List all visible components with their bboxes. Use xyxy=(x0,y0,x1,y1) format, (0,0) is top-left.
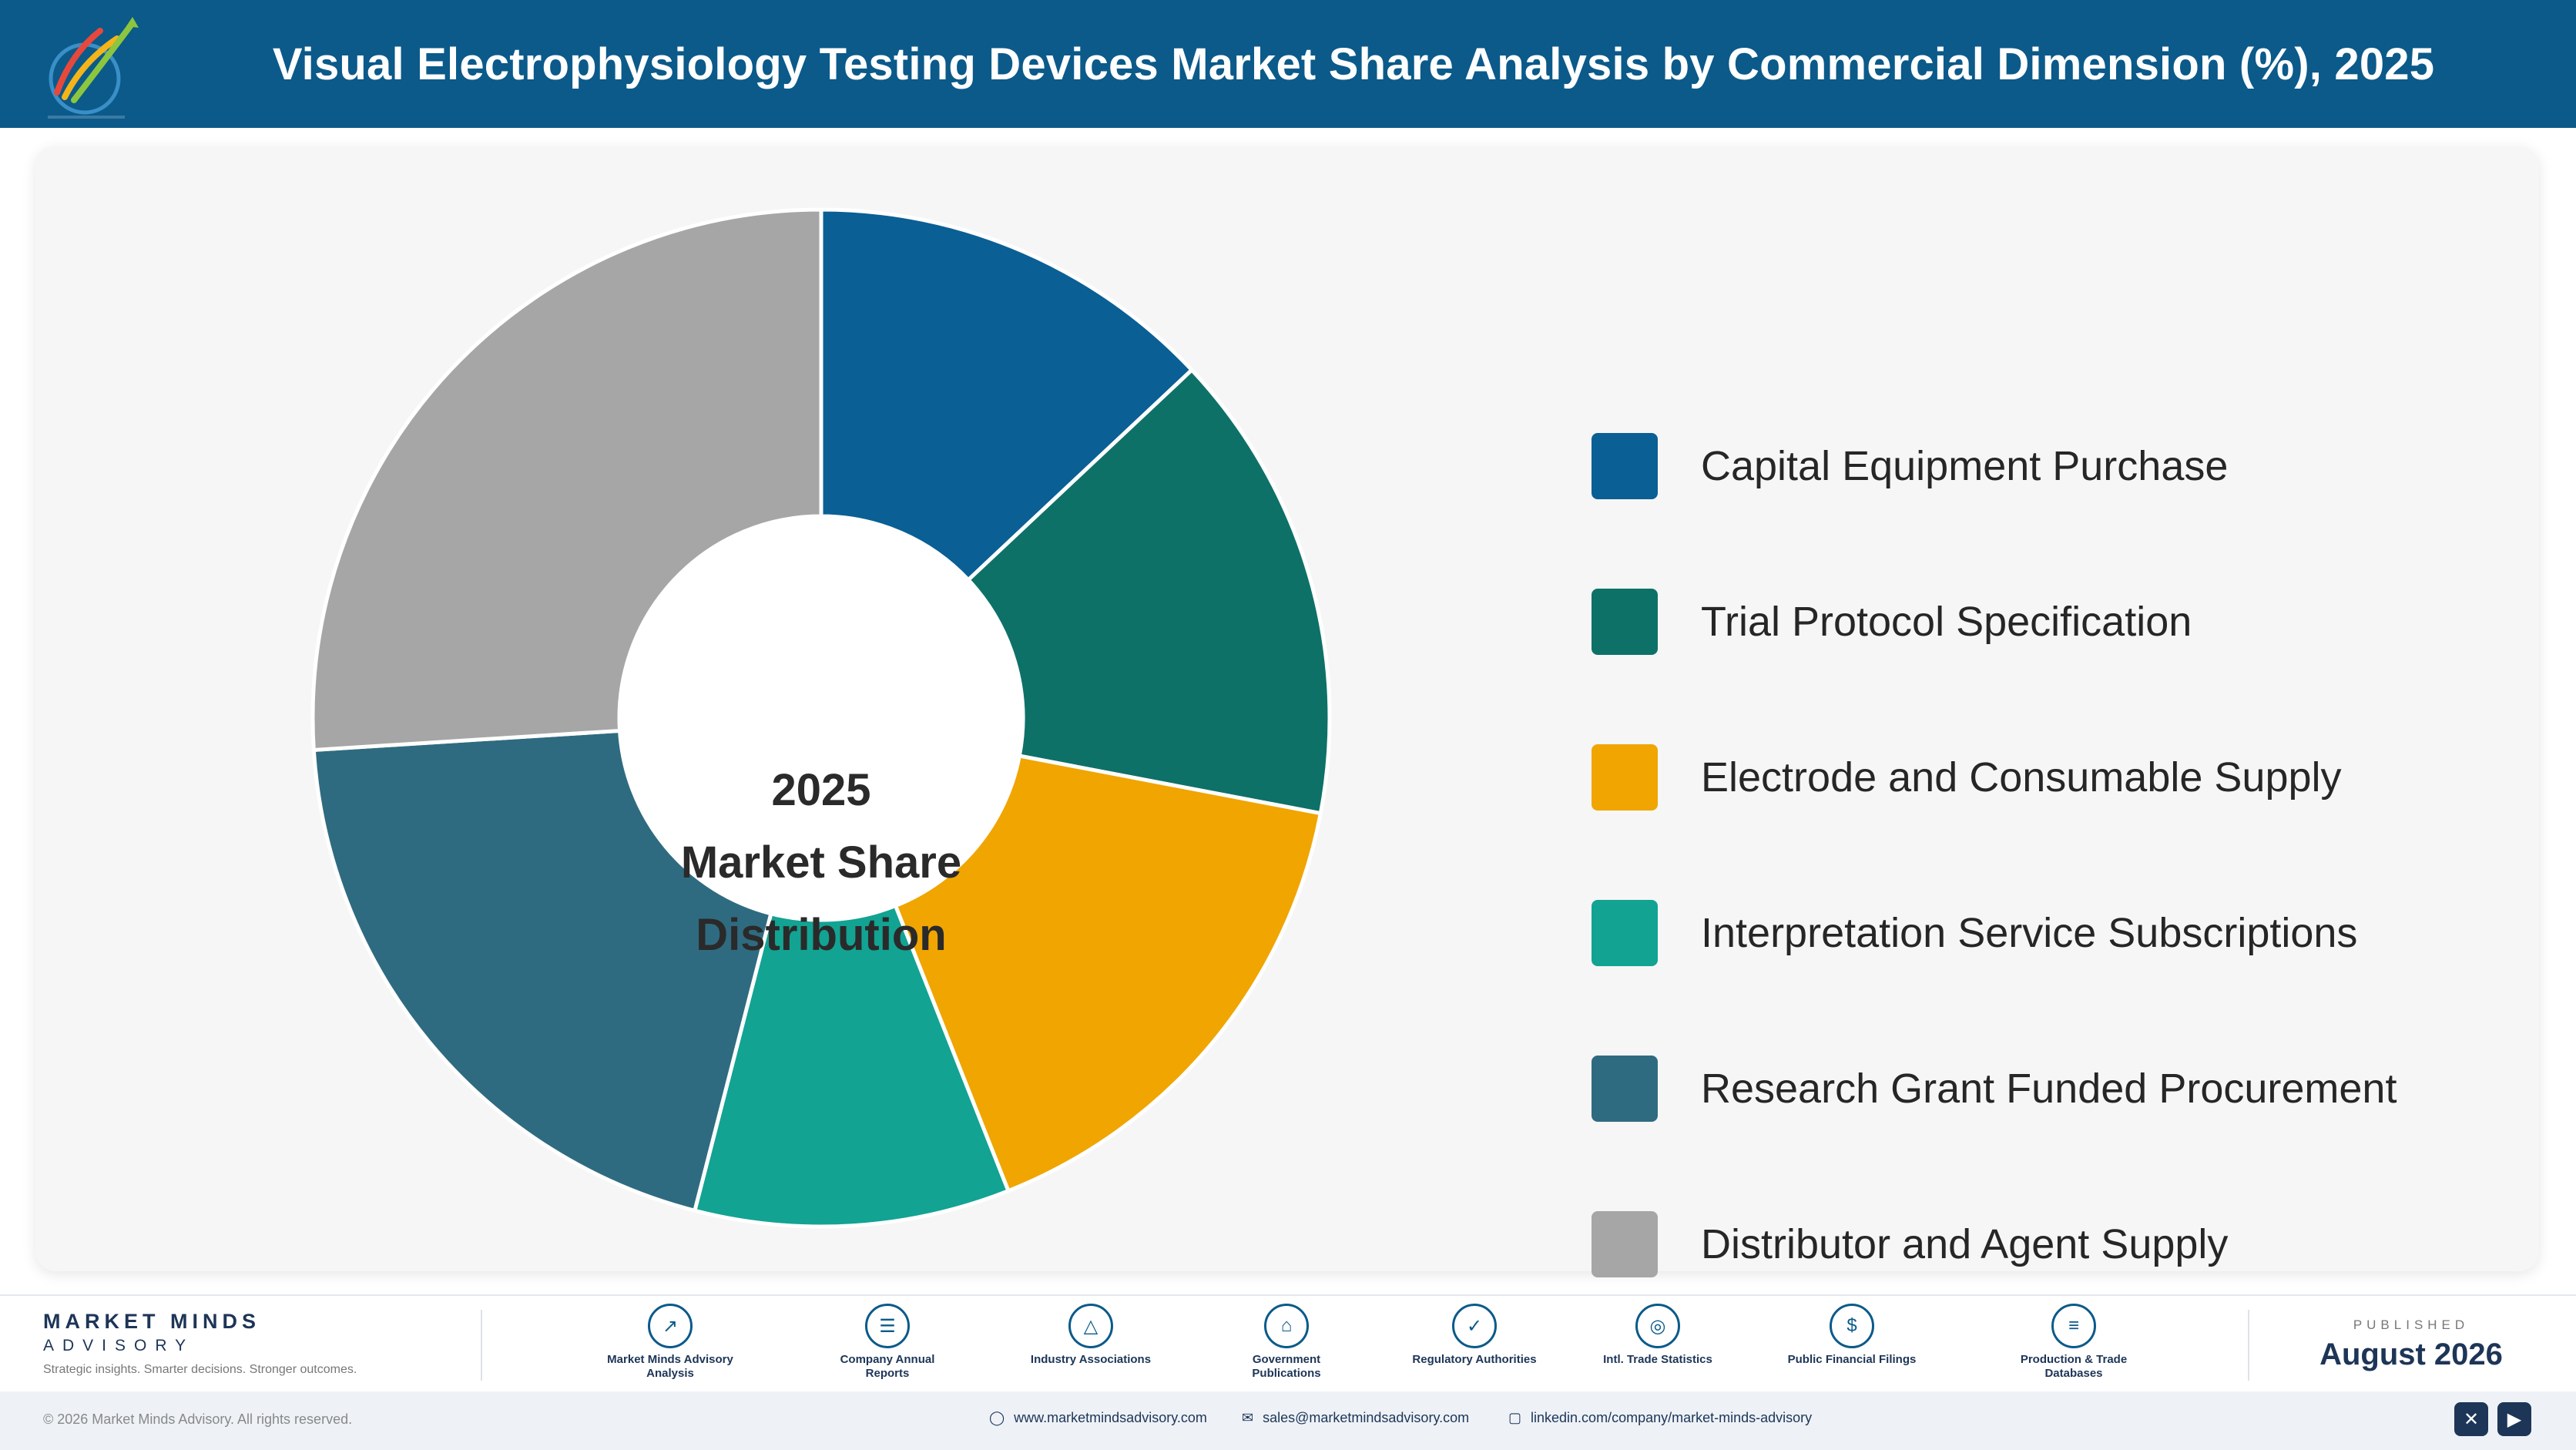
source-item: ✓ Regulatory Authorities xyxy=(1405,1304,1544,1367)
copyright-text: © 2026 Market Minds Advisory. All rights… xyxy=(43,1411,353,1427)
mail-icon: ✉ xyxy=(1242,1410,1254,1425)
source-item: △ Industry Associations xyxy=(1021,1304,1160,1367)
legend-label: Trial Protocol Specification xyxy=(1701,599,2192,645)
published-block: PUBLISHED August 2026 xyxy=(2280,1317,2542,1372)
donut-slice-trial-protocol-specification xyxy=(965,367,1332,816)
legend-label: Capital Equipment Purchase xyxy=(1701,443,2229,489)
legend-item: Interpretation Service Subscriptions xyxy=(1592,898,2357,968)
footer-divider xyxy=(2248,1310,2249,1381)
source-item: ⌂ Government Publications xyxy=(1217,1304,1356,1381)
legend-label: Interpretation Service Subscriptions xyxy=(1701,910,2358,956)
source-item: ↗ Market Minds Advisory Analysis xyxy=(601,1304,740,1381)
source-label: Intl. Trade Statistics xyxy=(1603,1353,1712,1366)
legend-item: Research Grant Funded Procurement xyxy=(1592,1054,2397,1123)
legend-label: Electrode and Consumable Supply xyxy=(1701,754,2342,801)
donut-slice-research-grant-funded-procurement xyxy=(311,728,773,1213)
legend-swatch xyxy=(1592,1211,1658,1277)
brand-tagline: Strategic insights. Smarter decisions. S… xyxy=(43,1363,357,1376)
email-text: sales@marketmindsadvisory.com xyxy=(1263,1410,1470,1425)
page-title: Visual Electrophysiology Testing Devices… xyxy=(272,39,2435,89)
legend-item: Capital Equipment Purchase xyxy=(1592,431,2228,501)
donut-center-label: 2025 Market Share Distribution xyxy=(629,747,1014,978)
brand-name: MARKET MINDS xyxy=(43,1310,260,1333)
linkedin-icon: ▢ xyxy=(1508,1410,1522,1425)
source-item: $ Public Financial Filings xyxy=(1783,1304,1921,1367)
x-social-icon[interactable]: ✕ xyxy=(2454,1402,2488,1436)
center-label-line2: Market Share xyxy=(680,837,962,888)
legend-item: Electrode and Consumable Supply xyxy=(1592,743,2342,812)
network-icon: △ xyxy=(1068,1304,1113,1348)
source-item: ≡ Production & Trade Databases xyxy=(2004,1304,2143,1381)
globe-icon: ◎ xyxy=(1635,1304,1680,1348)
shield-check-icon: ✓ xyxy=(1452,1304,1497,1348)
website-link[interactable]: ◯ www.marketmindsadvisory.com xyxy=(989,1410,1207,1426)
donut-slice-distributor-and-agent-supply xyxy=(310,207,823,753)
dollar-coin-icon: $ xyxy=(1830,1304,1874,1348)
published-label: PUBLISHED xyxy=(2353,1317,2470,1332)
youtube-social-icon[interactable]: ▶ xyxy=(2497,1402,2531,1436)
source-item: ☰ Company Annual Reports xyxy=(818,1304,957,1381)
email-link[interactable]: ✉ sales@marketmindsadvisory.com xyxy=(1242,1410,1469,1426)
brand-subtitle: ADVISORY xyxy=(43,1337,195,1354)
legend-swatch xyxy=(1592,1056,1658,1122)
document-icon: ☰ xyxy=(865,1304,910,1348)
source-label: Public Financial Filings xyxy=(1787,1353,1917,1366)
database-icon: ≡ xyxy=(2051,1304,2096,1348)
legend-swatch xyxy=(1592,744,1658,811)
legend-item: Distributor and Agent Supply xyxy=(1592,1210,2228,1279)
center-label-line3: Distribution xyxy=(696,910,947,960)
footer-brand: MARKET MINDS ADVISORY Strategic insights… xyxy=(43,1310,357,1377)
footer: MARKET MINDS ADVISORY Strategic insights… xyxy=(0,1294,2576,1393)
linkedin-text: linkedin.com/company/market-minds-adviso… xyxy=(1531,1410,1813,1425)
source-label: Production & Trade Databases xyxy=(2020,1353,2128,1380)
source-label: Company Annual Reports xyxy=(840,1353,935,1380)
donut-hole xyxy=(621,518,1021,918)
source-label: Market Minds Advisory Analysis xyxy=(607,1353,733,1380)
source-item: ◎ Intl. Trade Statistics xyxy=(1588,1304,1727,1367)
website-text: www.marketmindsadvisory.com xyxy=(1014,1410,1207,1425)
donut-slice-interpretation-service-subscriptions xyxy=(692,903,1011,1229)
legend-label: Research Grant Funded Procurement xyxy=(1701,1066,2397,1112)
source-label: Industry Associations xyxy=(1030,1353,1152,1366)
legend-swatch xyxy=(1592,589,1658,655)
government-building-icon: ⌂ xyxy=(1264,1304,1309,1348)
header-bar: Visual Electrophysiology Testing Devices… xyxy=(0,0,2576,128)
donut-slice-electrode-and-consumable-supply xyxy=(893,754,1323,1193)
legend-swatch xyxy=(1592,900,1658,966)
donut-chart xyxy=(310,207,1332,1229)
legend-swatch xyxy=(1592,433,1658,499)
company-logo xyxy=(48,17,139,119)
linkedin-link[interactable]: ▢ linkedin.com/company/market-minds-advi… xyxy=(1508,1410,1812,1426)
center-label-year: 2025 xyxy=(771,765,871,815)
bottom-bar: © 2026 Market Minds Advisory. All rights… xyxy=(0,1391,2576,1450)
trend-chart-icon: ↗ xyxy=(648,1304,693,1348)
legend-item: Trial Protocol Specification xyxy=(1592,587,2192,656)
donut-slice-capital-equipment-purchase xyxy=(819,207,1195,583)
source-label: Regulatory Authorities xyxy=(1412,1353,1537,1366)
footer-divider xyxy=(481,1310,482,1381)
legend-label: Distributor and Agent Supply xyxy=(1701,1221,2229,1267)
globe-icon: ◯ xyxy=(989,1410,1005,1425)
chart-card: 2025 Market Share Distribution Capital E… xyxy=(35,146,2539,1277)
published-date: August 2026 xyxy=(2319,1338,2503,1371)
source-label: Government Publications xyxy=(1252,1353,1321,1380)
